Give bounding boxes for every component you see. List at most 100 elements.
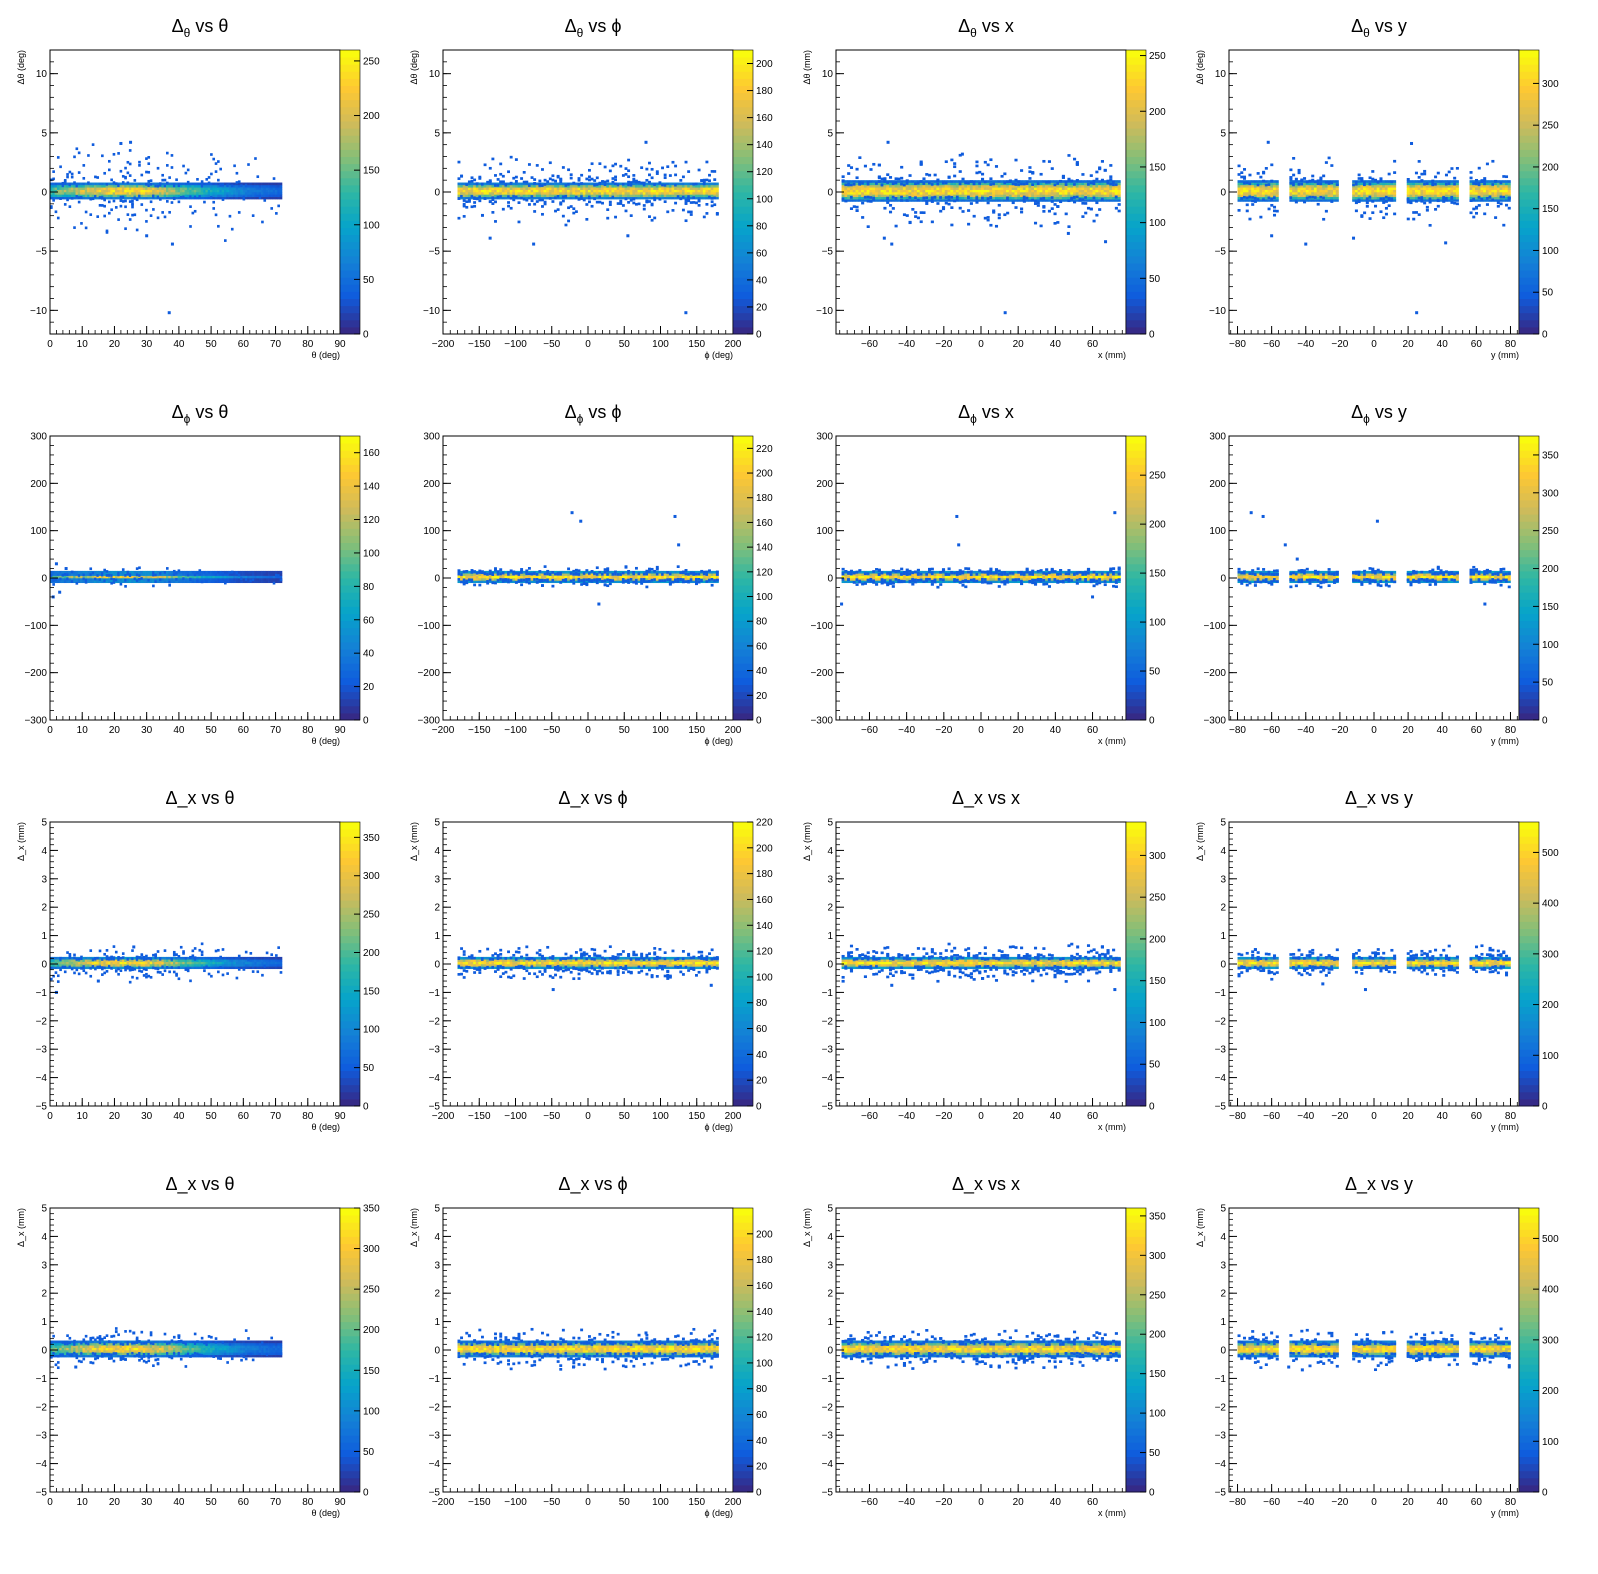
heatmap-cell [983,182,987,186]
heatmap-cell [163,215,167,219]
heatmap-cell [272,184,276,188]
heatmap-cell [582,198,586,202]
heatmap-cell [700,184,704,188]
heatmap-cell [1064,184,1068,188]
heatmap-cell [126,194,130,198]
heatmap-cell [624,197,628,201]
heatmap-cell [1393,212,1397,216]
heatmap-cell [603,183,607,186]
heatmap-cell [1387,172,1391,176]
heatmap-cell [1095,201,1099,205]
heatmap-cell [205,194,209,198]
heatmap-cell [849,187,854,190]
heatmap-cell [1248,192,1252,195]
heatmap-cell [941,196,946,200]
heatmap-cell [955,195,959,199]
heatmap-cell [228,192,232,195]
heatmap-cell [133,194,137,198]
heatmap-cell [1242,184,1247,188]
heatmap-cell [1109,184,1113,188]
heatmap-cell [855,176,859,180]
heatmap-cell [224,194,227,198]
heatmap-cell [930,194,934,198]
heatmap-svg: Δθ vs x−60 −40 −20 0 20 40 60x (mm)−10−50510Δθ… [802,16,1166,360]
heatmap-cell [87,196,90,200]
heatmap-cell [922,199,926,202]
heatmap-cell [653,183,657,187]
y-axis-label: Δθ (deg) [409,50,419,85]
colorbar-step [733,121,753,129]
heatmap-cell [585,184,589,188]
heatmap-cell [1442,192,1446,195]
heatmap-cell [1494,194,1498,198]
heatmap-cell [1436,171,1440,175]
heatmap-cell [512,192,516,195]
heatmap-cell [1081,189,1085,193]
colorbar-step [340,305,360,314]
heatmap-cell [1417,187,1421,190]
heatmap-cell [541,198,544,202]
heatmap-cell [847,172,851,175]
heatmap-cell [1311,178,1315,182]
heatmap-cell [642,204,646,207]
heatmap-cell [1360,194,1364,198]
heatmap-cell [947,176,951,179]
heatmap-cell [869,189,873,193]
colorbar-step [733,213,753,221]
heatmap-cell [708,179,711,183]
heatmap-cell [1333,194,1337,198]
heatmap-cell [501,189,505,193]
heatmap-cell [61,194,65,198]
heatmap-cell [975,196,979,199]
heatmap-cell [1248,195,1252,199]
heatmap-cell [1420,199,1424,203]
heatmap-cell [50,194,53,198]
heatmap-cell [994,199,999,202]
heatmap-cell [858,187,862,190]
heatmap-cell [1444,187,1448,190]
heatmap-cell [191,196,195,200]
heatmap-cell [1376,199,1380,202]
heatmap-cell [535,184,539,188]
heatmap-cell [953,180,957,183]
heatmap-cell [228,194,232,198]
heatmap-cell [619,194,623,198]
heatmap-cell [1073,157,1077,161]
heatmap-cell [1423,189,1427,193]
heatmap-cell [1075,161,1079,164]
heatmap-cell [142,192,146,195]
heatmap-cell [595,196,599,200]
heatmap-cell [1253,200,1257,203]
heatmap-cell [888,194,893,198]
heatmap-cell [883,177,887,180]
heatmap-cell [964,199,968,202]
outlier-point [532,242,536,246]
heatmap-cell [710,197,714,200]
heatmap-cell [520,196,524,200]
heatmap-cell [849,189,854,193]
heatmap-cell [1352,199,1356,202]
heatmap-cell [154,182,158,186]
heatmap-cell [619,182,623,186]
heatmap-cell [875,182,879,185]
heatmap-cell [671,209,675,212]
heatmap-cell [1270,182,1274,186]
heatmap-cell [98,196,102,199]
heatmap-cell [467,196,471,200]
heatmap-cell [265,187,269,190]
heatmap-cell [196,184,199,188]
heatmap-cell [480,214,484,217]
heatmap-cell [1360,179,1364,182]
colorbar-step [733,227,753,236]
heatmap-cell [1436,189,1440,193]
heatmap-cell [1264,196,1268,200]
heatmap-cell [133,179,137,182]
heatmap-cell [1242,180,1247,183]
heatmap-cell [975,182,979,186]
heatmap-cell [119,169,123,173]
heatmap-cell [928,194,932,198]
heatmap-cell [1428,192,1432,195]
heatmap-cell [1081,215,1085,218]
heatmap-cell [1248,187,1252,190]
heatmap-cell [676,184,680,188]
